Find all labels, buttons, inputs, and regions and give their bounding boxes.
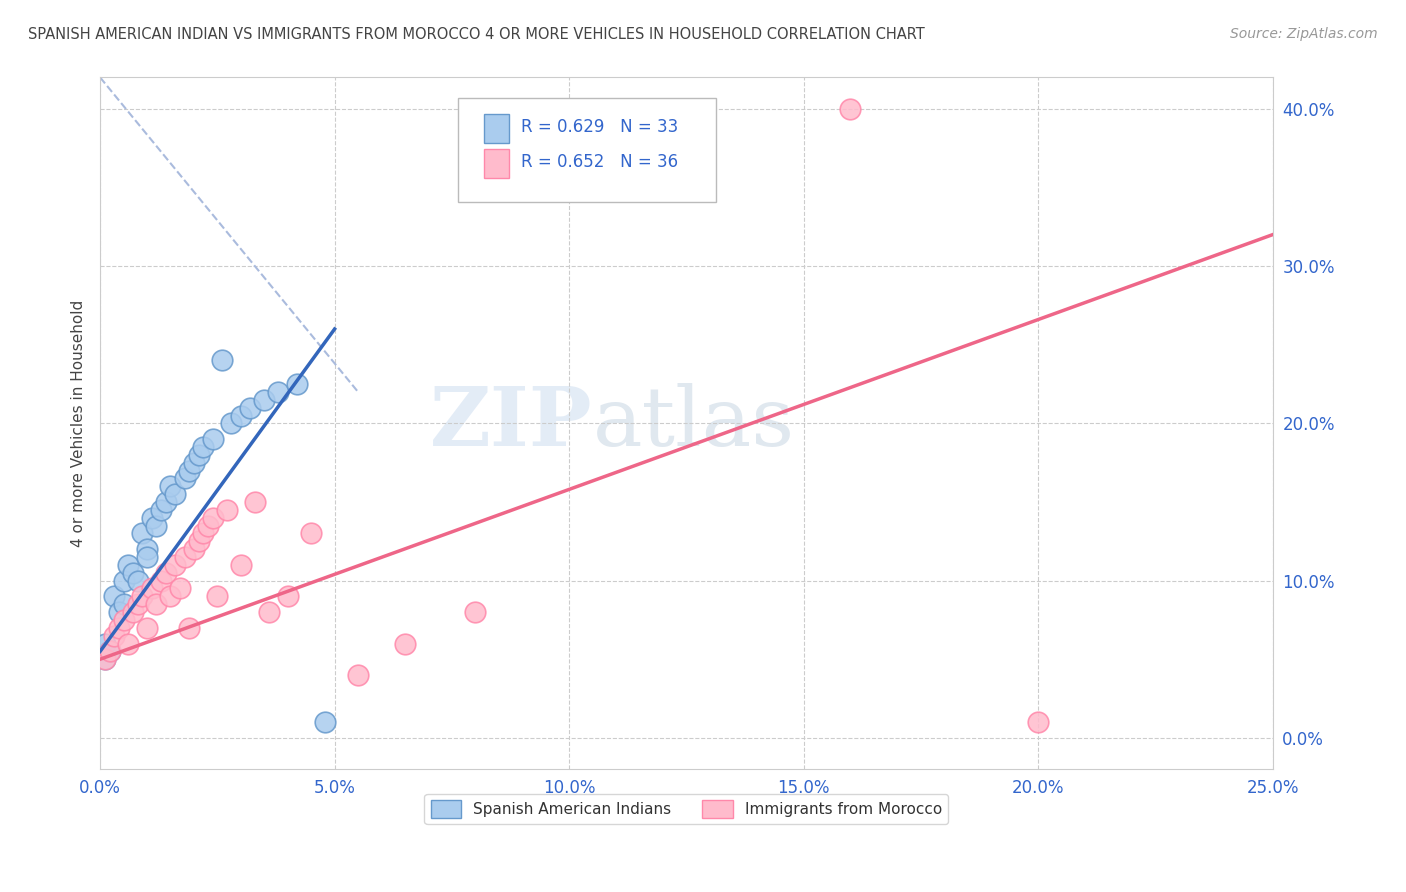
Point	[131, 590, 153, 604]
Point	[243, 495, 266, 509]
Point	[215, 503, 238, 517]
Point	[229, 409, 252, 423]
Point	[253, 392, 276, 407]
Point	[229, 558, 252, 572]
Text: ZIP: ZIP	[430, 384, 592, 463]
Point	[117, 636, 139, 650]
Point	[221, 417, 243, 431]
Point	[267, 384, 290, 399]
Point	[285, 377, 308, 392]
Point	[108, 621, 131, 635]
Point	[197, 518, 219, 533]
Point	[179, 464, 201, 478]
Point	[136, 621, 159, 635]
Point	[150, 503, 173, 517]
Point	[136, 549, 159, 564]
Point	[277, 590, 299, 604]
Point	[131, 526, 153, 541]
Point	[347, 668, 370, 682]
Point	[183, 456, 205, 470]
Point	[112, 574, 135, 588]
Point	[201, 510, 224, 524]
Point	[1026, 715, 1049, 730]
Bar	[484, 114, 509, 144]
Point	[201, 432, 224, 446]
Point	[394, 636, 416, 650]
Point	[159, 479, 181, 493]
Point	[141, 582, 163, 596]
Point	[94, 652, 117, 666]
Point	[103, 590, 125, 604]
Point	[464, 605, 486, 619]
Point	[145, 518, 167, 533]
Point	[103, 629, 125, 643]
Point	[299, 526, 322, 541]
Point	[136, 542, 159, 557]
Point	[145, 597, 167, 611]
FancyBboxPatch shape	[458, 98, 716, 202]
Text: Source: ZipAtlas.com: Source: ZipAtlas.com	[1230, 27, 1378, 41]
Point	[207, 590, 229, 604]
Point	[211, 353, 233, 368]
Legend: Spanish American Indians, Immigrants from Morocco: Spanish American Indians, Immigrants fro…	[425, 794, 948, 824]
Point	[112, 613, 135, 627]
Point	[187, 534, 209, 549]
Point	[179, 621, 201, 635]
Point	[127, 597, 149, 611]
Point	[159, 590, 181, 604]
Point	[127, 574, 149, 588]
Text: R = 0.652   N = 36: R = 0.652 N = 36	[522, 153, 678, 171]
Point	[122, 566, 145, 580]
Point	[98, 644, 121, 658]
Point	[183, 542, 205, 557]
Point	[239, 401, 262, 415]
Point	[165, 487, 187, 501]
Point	[94, 636, 117, 650]
Point	[173, 549, 195, 564]
Point	[108, 605, 131, 619]
Y-axis label: 4 or more Vehicles in Household: 4 or more Vehicles in Household	[72, 300, 86, 547]
Point	[150, 574, 173, 588]
Point	[112, 597, 135, 611]
Point	[187, 448, 209, 462]
Point	[141, 510, 163, 524]
Point	[94, 652, 117, 666]
Point	[314, 715, 336, 730]
Point	[257, 605, 280, 619]
Point	[155, 566, 177, 580]
Bar	[484, 149, 509, 178]
Point	[155, 495, 177, 509]
Point	[165, 558, 187, 572]
Point	[98, 644, 121, 658]
Point	[117, 558, 139, 572]
Point	[193, 440, 215, 454]
Text: atlas: atlas	[592, 384, 794, 463]
Text: R = 0.629   N = 33: R = 0.629 N = 33	[522, 119, 678, 136]
Text: SPANISH AMERICAN INDIAN VS IMMIGRANTS FROM MOROCCO 4 OR MORE VEHICLES IN HOUSEHO: SPANISH AMERICAN INDIAN VS IMMIGRANTS FR…	[28, 27, 925, 42]
Point	[122, 605, 145, 619]
Point	[193, 526, 215, 541]
Point	[173, 471, 195, 485]
Point	[839, 102, 862, 116]
Point	[169, 582, 191, 596]
